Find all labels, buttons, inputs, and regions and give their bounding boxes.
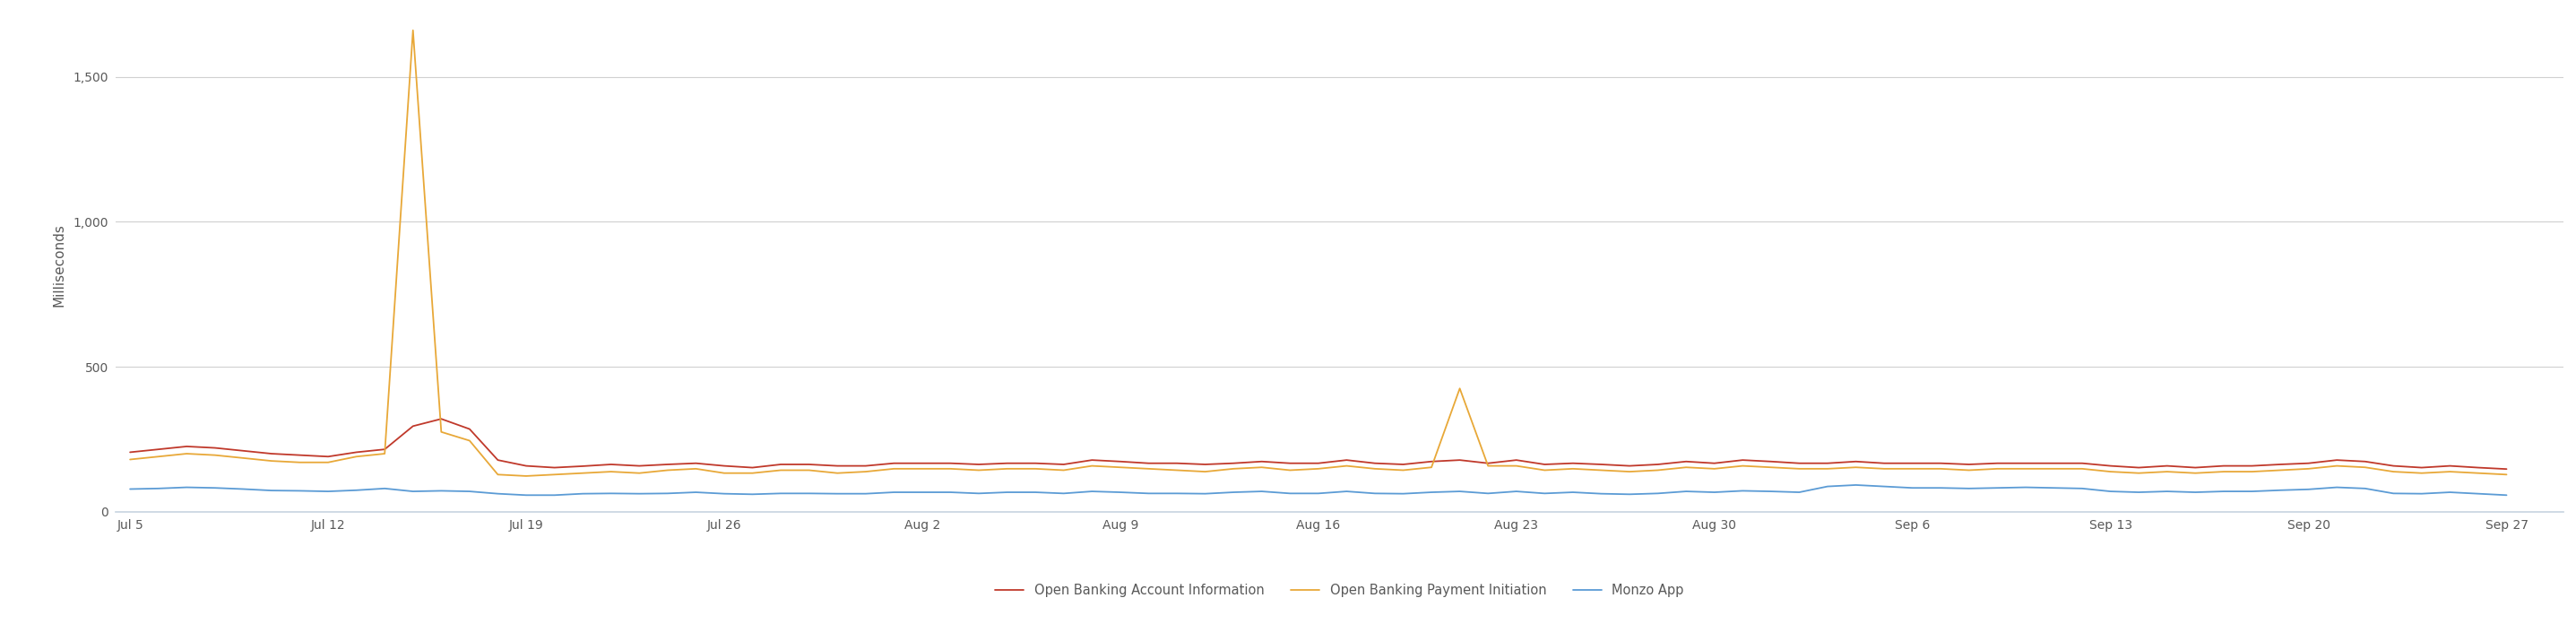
Open Banking Payment Initiation <box>907 465 938 472</box>
Open Banking Payment Initiation <box>2491 471 2522 479</box>
Line: Open Banking Payment Initiation: Open Banking Payment Initiation <box>129 31 2506 476</box>
Monzo App <box>1839 481 1870 489</box>
Monzo App <box>878 489 909 496</box>
Monzo App <box>510 492 541 499</box>
Monzo App <box>538 492 569 499</box>
Open Banking Account Information <box>878 459 909 467</box>
Open Banking Account Information <box>425 415 456 422</box>
Open Banking Account Information <box>2378 462 2409 470</box>
Monzo App <box>850 490 881 497</box>
Open Banking Account Information <box>1332 456 1363 464</box>
Open Banking Account Information <box>538 464 569 471</box>
Open Banking Payment Initiation <box>878 465 909 472</box>
Monzo App <box>2491 492 2522 499</box>
Open Banking Payment Initiation <box>567 469 598 477</box>
Open Banking Account Information <box>113 449 144 456</box>
Monzo App <box>963 490 994 497</box>
Y-axis label: Milliseconds: Milliseconds <box>52 223 64 307</box>
Monzo App <box>113 485 144 493</box>
Line: Open Banking Account Information: Open Banking Account Information <box>129 419 2506 469</box>
Open Banking Payment Initiation <box>2406 469 2437 477</box>
Open Banking Account Information <box>2491 466 2522 473</box>
Open Banking Account Information <box>963 461 994 468</box>
Open Banking Payment Initiation <box>113 456 144 463</box>
Open Banking Payment Initiation <box>510 472 541 480</box>
Line: Monzo App: Monzo App <box>129 485 2506 495</box>
Open Banking Payment Initiation <box>992 465 1023 472</box>
Monzo App <box>1332 487 1363 495</box>
Open Banking Account Information <box>850 462 881 470</box>
Legend: Open Banking Account Information, Open Banking Payment Initiation, Monzo App: Open Banking Account Information, Open B… <box>989 577 1690 604</box>
Open Banking Payment Initiation <box>397 27 428 34</box>
Open Banking Payment Initiation <box>1360 465 1391 472</box>
Monzo App <box>2406 490 2437 497</box>
